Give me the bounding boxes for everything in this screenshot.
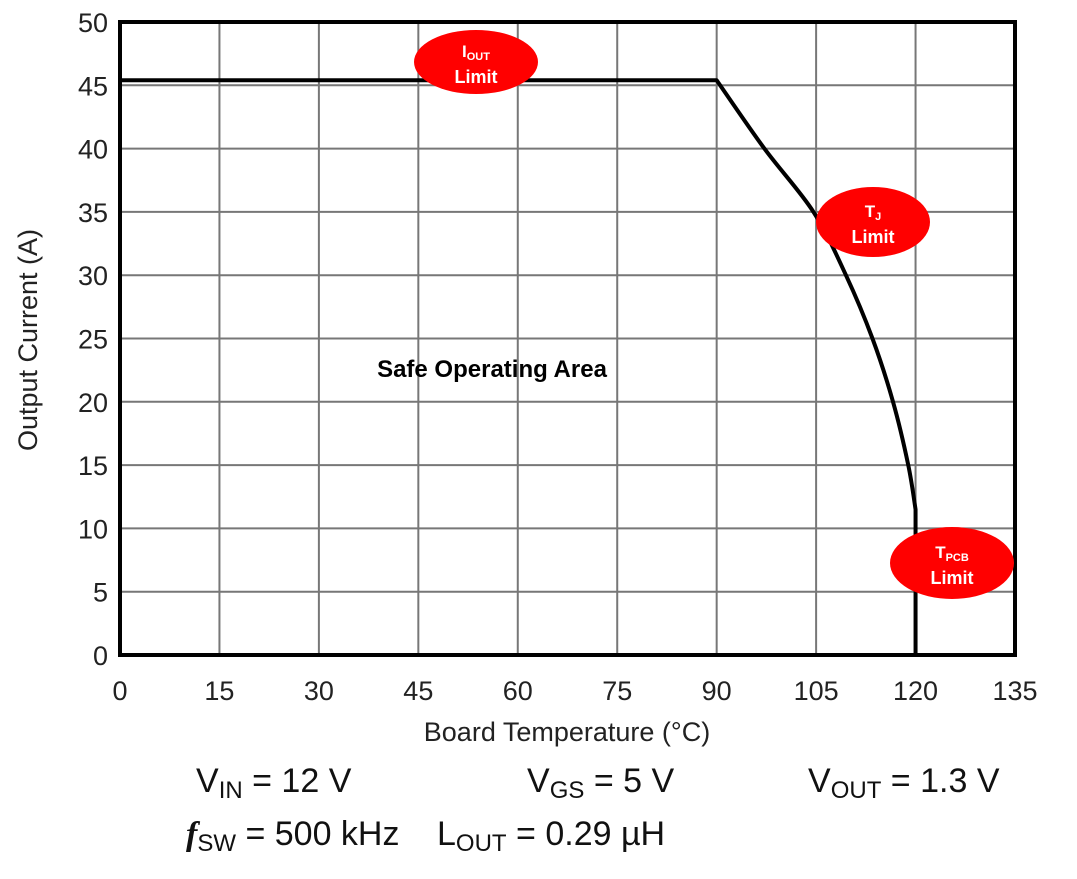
y-tick-label: 35: [78, 198, 108, 228]
y-tick-label: 0: [93, 641, 108, 671]
x-tick-label: 60: [503, 676, 533, 706]
y-tick-label: 45: [78, 71, 108, 101]
x-axis-label: Board Temperature (°C): [424, 717, 710, 747]
y-tick-label: 50: [78, 8, 108, 38]
lout-condition: LOUT = 0.29 µH: [437, 815, 666, 857]
x-tick-label: 90: [702, 676, 732, 706]
annotation-symbol: IOUT: [462, 42, 490, 63]
annotation-label: Limit: [455, 67, 498, 87]
x-tick-label: 105: [794, 676, 839, 706]
x-tick-label: 0: [112, 676, 127, 706]
x-tick-label: 135: [992, 676, 1037, 706]
y-tick-label: 15: [78, 451, 108, 481]
y-tick-label: 25: [78, 325, 108, 355]
region-label: Safe Operating Area: [377, 356, 608, 383]
fsw-condition: fSW = 500 kHz: [186, 815, 400, 857]
vgs-condition: VGS = 5 V: [527, 762, 675, 804]
y-axis-label: Output Current (A): [13, 229, 43, 451]
annotation-tj-limit: TJ Limit: [816, 187, 930, 257]
annotation-bubble: [890, 527, 1014, 599]
y-tick-label: 5: [93, 578, 108, 608]
annotation-bubble: [816, 187, 930, 257]
x-tick-label: 75: [602, 676, 632, 706]
vout-condition: VOUT = 1.3 V: [808, 762, 1000, 804]
y-tick-label: 20: [78, 388, 108, 418]
annotation-tpcb-limit: TPCB Limit: [890, 527, 1014, 599]
annotation-symbol: TJ: [865, 202, 882, 223]
x-tick-label: 30: [304, 676, 334, 706]
annotation-label: Limit: [931, 568, 974, 588]
y-tick-label: 10: [78, 514, 108, 544]
y-tick-label: 40: [78, 135, 108, 165]
annotation-bubble: [414, 30, 538, 94]
x-tick-label: 120: [893, 676, 938, 706]
series-line: [120, 78, 918, 655]
x-tick-label: 45: [403, 676, 433, 706]
x-tick-label: 15: [204, 676, 234, 706]
vin-condition: VIN = 12 V: [196, 762, 352, 804]
annotation-iout-limit: IOUT Limit: [414, 30, 538, 94]
annotation-symbol: TPCB: [935, 543, 969, 564]
plot-frame: [118, 20, 1017, 657]
y-tick-label: 30: [78, 261, 108, 291]
annotation-label: Limit: [852, 227, 895, 247]
